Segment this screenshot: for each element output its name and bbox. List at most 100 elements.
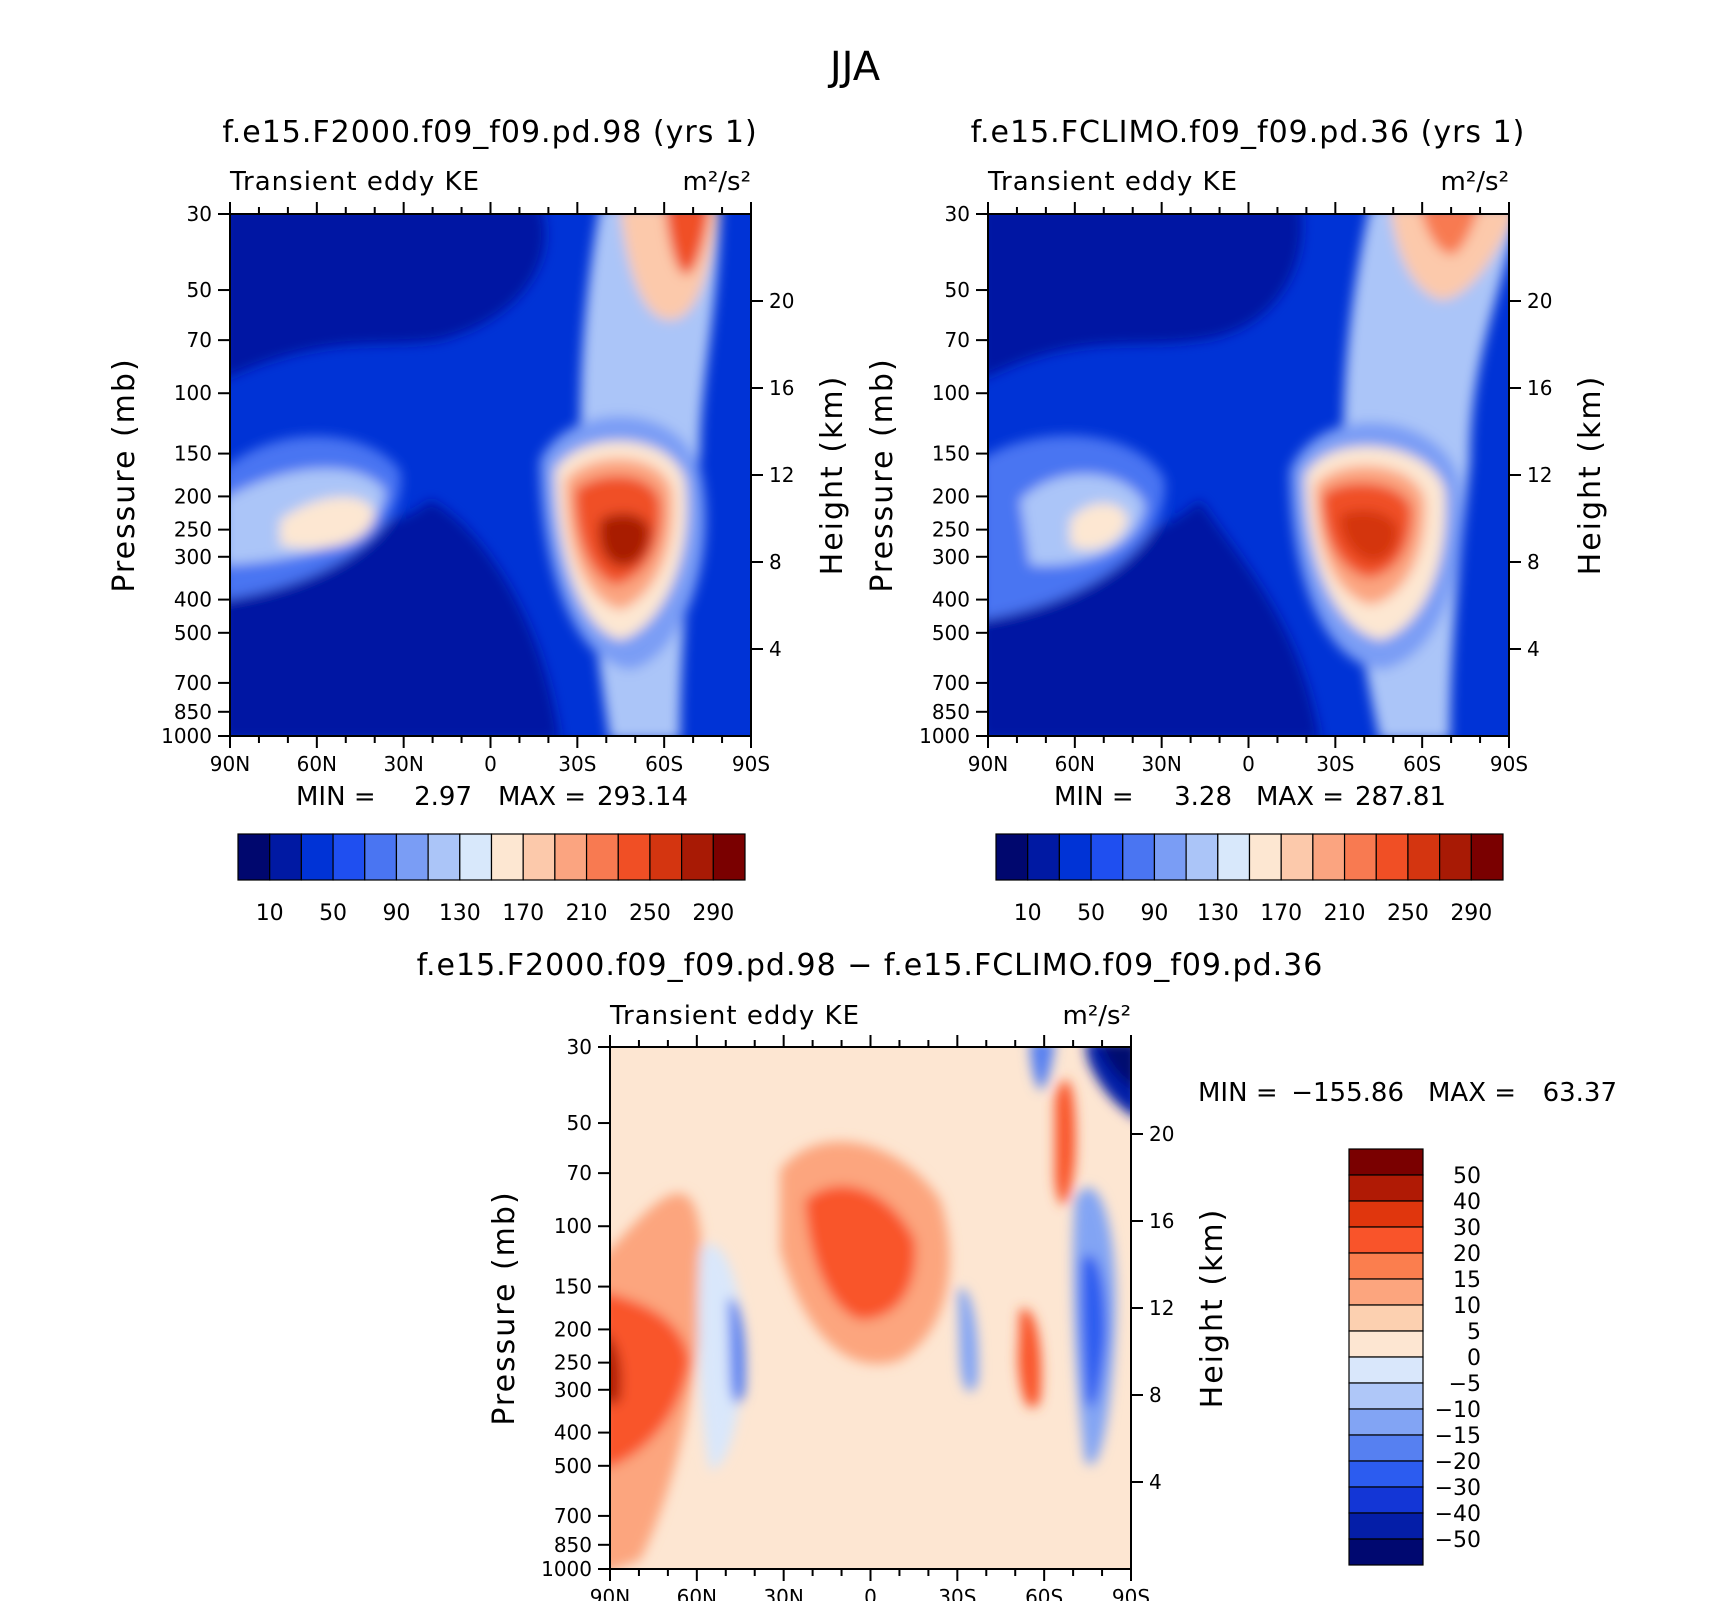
y-axis-label: Pressure (mb) (865, 357, 900, 592)
colorbar-swatch (364, 833, 398, 881)
contour-region-sh-pos-1 (1018, 1308, 1042, 1408)
contour-region-sh-pos-2 (1055, 1080, 1076, 1205)
y-tick-label: 30 (945, 202, 970, 226)
x-tick-label: 30N (763, 1585, 803, 1601)
y-tick-label: 150 (932, 442, 970, 466)
y2-tick-label: 12 (1149, 1296, 1174, 1320)
colorbar-swatch (1185, 833, 1219, 881)
y2-tick-label: 16 (1149, 1209, 1174, 1233)
colorbar-label: 50 (1077, 901, 1105, 926)
x-tick-label: 60S (645, 752, 683, 776)
y-tick-label: 70 (567, 1161, 592, 1185)
colorbar-swatch (300, 833, 334, 881)
contour-region-sh-strat-neg-2 (1030, 1047, 1055, 1090)
x-tick-label: 30S (558, 752, 596, 776)
colorbar-label: 10 (256, 901, 284, 926)
colorbar-label: 30 (1453, 1216, 1481, 1241)
y-tick-label: 150 (174, 442, 212, 466)
contour-region-sh-jet-core (1340, 510, 1398, 562)
y2-tick-label: 8 (1149, 1383, 1162, 1407)
x-tick-label: 0 (484, 752, 497, 776)
colorbar-label: 50 (319, 901, 347, 926)
colorbar-label: 210 (1324, 901, 1366, 926)
y-tick-label: 1000 (161, 724, 212, 748)
contour-field (610, 1047, 1131, 1569)
colorbar-label: 170 (1260, 901, 1302, 926)
panel-title: f.e15.F2000.f09_f09.pd.98 − f.e15.FCLIMO… (417, 948, 1324, 983)
colorbar-label: −5 (1449, 1372, 1481, 1397)
x-tick-label: 0 (864, 1585, 877, 1601)
colorbar-label: 290 (692, 901, 734, 926)
contour-field (230, 214, 751, 736)
x-tick-label: 30S (938, 1585, 976, 1601)
colorbar: 10 50 90 130 170 210 250 290 (237, 833, 746, 926)
min-label: MIN = (1198, 1078, 1278, 1108)
y2-tick-label: 16 (1527, 376, 1552, 400)
figure-title: JJA (827, 44, 881, 90)
colorbar-swatch (1439, 833, 1472, 881)
x-tick-label: 90N (968, 752, 1008, 776)
colorbar-swatch (1312, 833, 1346, 881)
x-tick-label: 60S (1025, 1585, 1063, 1601)
colorbar-swatch (1407, 833, 1441, 881)
y2-tick-label: 20 (769, 289, 794, 313)
colorbar-label: 15 (1453, 1268, 1481, 1293)
colorbar-swatch (1122, 833, 1156, 881)
x-tick-label: 0 (1242, 752, 1255, 776)
panel-subtitle: Transient eddy KE (987, 167, 1238, 197)
y2-tick-label: 4 (1527, 637, 1540, 661)
contour-region-nh-neg-2 (728, 1298, 746, 1404)
y-tick-label: 50 (945, 278, 970, 302)
colorbar-swatch (995, 833, 1029, 881)
y-axis-label: Pressure (mb) (487, 1190, 522, 1425)
colorbar-label: 250 (1387, 901, 1429, 926)
y-axis-right-ticks: 4 8 12 16 20 (1509, 289, 1552, 661)
panel-units: m²/s² (1441, 167, 1509, 197)
y-tick-label: 1000 (919, 724, 970, 748)
y2-tick-label: 20 (1527, 289, 1552, 313)
colorbar-swatch (1348, 1486, 1424, 1514)
x-tick-label: 60N (297, 752, 337, 776)
contour-region-trop-lowest (988, 500, 1320, 736)
contour-region-sh-strat-edge (1391, 214, 1509, 300)
x-tick-label: 90S (1112, 1585, 1150, 1601)
colorbar-swatch (1348, 1304, 1424, 1332)
colorbar-swatch (1348, 1460, 1424, 1488)
panel-difference: f.e15.F2000.f09_f09.pd.98 − f.e15.FCLIMO… (417, 948, 1617, 1601)
colorbar-label: −15 (1435, 1424, 1481, 1449)
y-tick-label: 100 (554, 1214, 592, 1238)
max-label: MAX = (498, 782, 586, 812)
colorbar-swatch (237, 833, 271, 881)
colorbar-swatch (1348, 1434, 1424, 1462)
panel-title: f.e15.FCLIMO.f09_f09.pd.36 (yrs 1) (971, 115, 1526, 150)
contour-region-tropics-pos-inner (805, 1185, 916, 1320)
colorbar-swatch (554, 833, 588, 881)
y-tick-label: 70 (945, 328, 970, 352)
x-tick-label: 30S (1316, 752, 1354, 776)
y-axis-right-ticks: 4 8 12 16 20 (1131, 1122, 1174, 1494)
contour-region-strat-low (230, 214, 545, 377)
x-tick-label: 60S (1403, 752, 1441, 776)
contour-region-sh-neg-col-core (1081, 1254, 1107, 1408)
y-tick-label: 50 (187, 278, 212, 302)
colorbar-label: −40 (1435, 1502, 1481, 1527)
y-tick-label: 700 (554, 1504, 592, 1528)
colorbar-swatch (617, 833, 651, 881)
y2-axis-label: Height (km) (1195, 1208, 1230, 1409)
y2-tick-label: 20 (1149, 1122, 1174, 1146)
y-tick-label: 200 (554, 1317, 592, 1341)
y2-tick-label: 12 (769, 463, 794, 487)
colorbar-swatch (1348, 1226, 1424, 1254)
colorbar-label: 10 (1453, 1294, 1481, 1319)
colorbar-swatch (1248, 833, 1282, 881)
y-tick-label: 100 (174, 381, 212, 405)
panel-f2000: f.e15.F2000.f09_f09.pd.98 (yrs 1) Transi… (107, 115, 850, 926)
y-tick-label: 250 (554, 1351, 592, 1375)
max-label: MAX = (1428, 1078, 1516, 1108)
y-tick-label: 850 (932, 700, 970, 724)
colorbar-label: 10 (1014, 901, 1042, 926)
y-tick-label: 850 (554, 1533, 592, 1557)
min-value: −155.86 (1291, 1078, 1404, 1108)
